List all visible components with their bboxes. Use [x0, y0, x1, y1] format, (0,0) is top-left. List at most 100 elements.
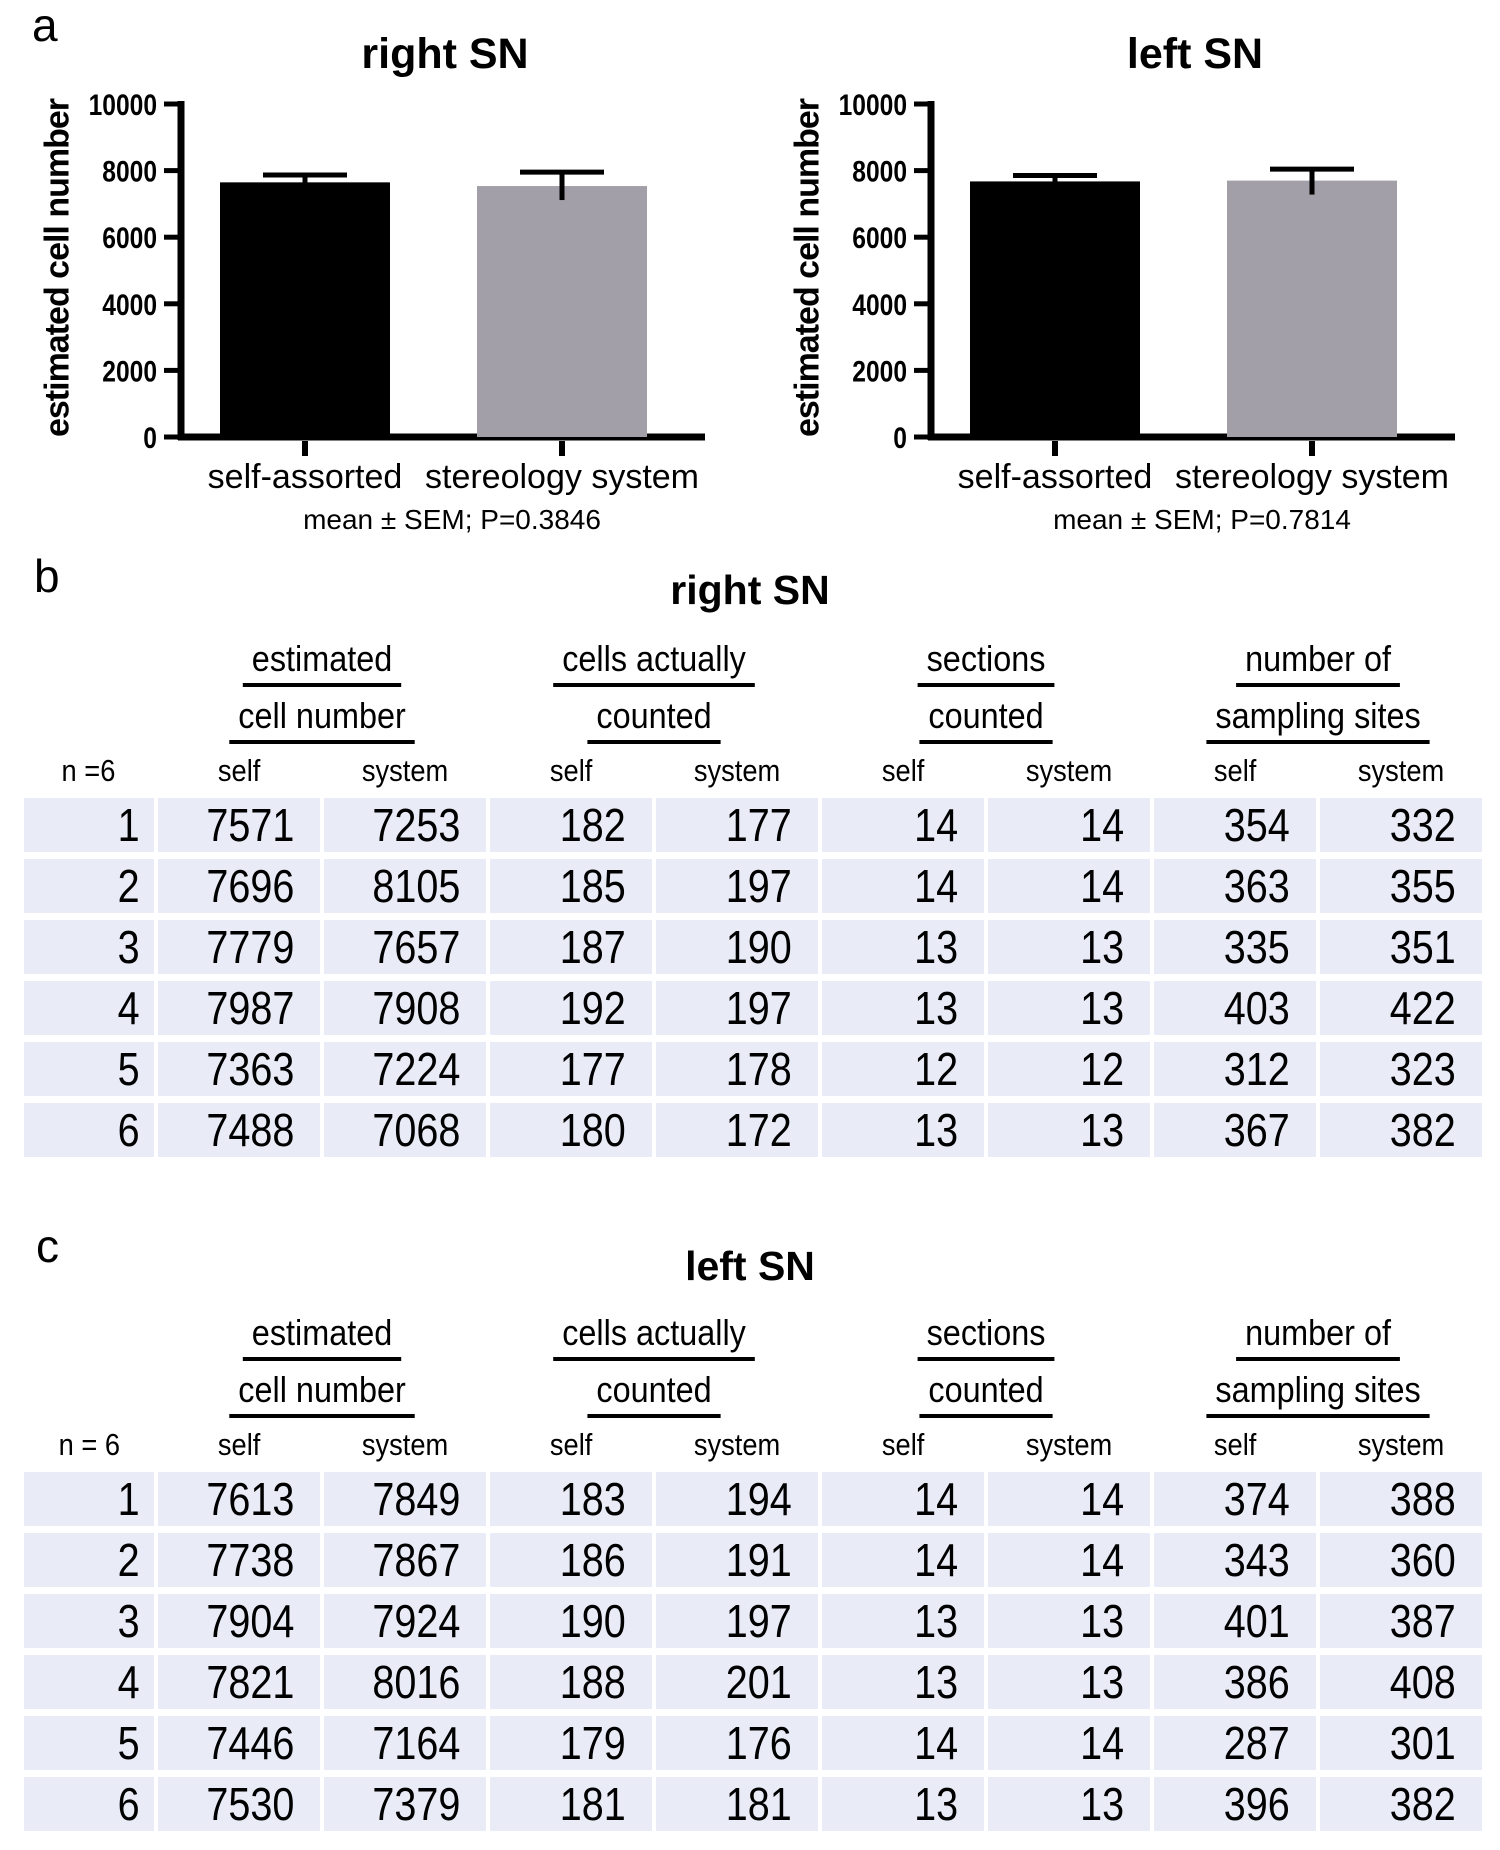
table-row: 5 7363 7224 177 178 12 12 312 323 [24, 1042, 1482, 1096]
value-cell: 201 [656, 1655, 818, 1709]
cell-value: 7908 [371, 982, 460, 1034]
cell-value: 7488 [205, 1104, 294, 1156]
cell-value: 2 [117, 860, 140, 912]
group-header-text: number of [1236, 1312, 1400, 1361]
cell-value: 178 [725, 1043, 792, 1095]
value-cell: 355 [1320, 859, 1482, 913]
cell-value: 323 [1389, 1043, 1456, 1095]
value-cell: 186 [490, 1533, 652, 1587]
value-cell: 7908 [324, 981, 486, 1035]
value-cell: 7821 [158, 1655, 320, 1709]
row-index-cell: 3 [24, 920, 154, 974]
value-cell: 386 [1154, 1655, 1316, 1709]
sub-header-cell: system [1320, 751, 1482, 791]
cell-value: 13 [913, 1656, 958, 1708]
cell-value: 14 [1079, 1534, 1124, 1586]
group-header-cell: counted [490, 694, 818, 744]
row-index-cell: 4 [24, 981, 154, 1035]
value-cell: 185 [490, 859, 652, 913]
value-cell: 7867 [324, 1533, 486, 1587]
value-cell: 172 [656, 1103, 818, 1157]
value-cell: 190 [490, 1594, 652, 1648]
value-cell: 183 [490, 1472, 652, 1526]
chart-title: left SN [1126, 30, 1264, 78]
value-cell: 14 [988, 798, 1150, 852]
cell-value: 14 [913, 1717, 958, 1769]
row-index-cell: 3 [24, 1594, 154, 1648]
table-row: 6 7488 7068 180 172 13 13 367 382 [24, 1103, 1482, 1157]
cell-value: 7696 [205, 860, 294, 912]
value-cell: 7738 [158, 1533, 320, 1587]
value-cell: 13 [822, 920, 984, 974]
cell-value: 403 [1223, 982, 1290, 1034]
cell-value: 7821 [205, 1656, 294, 1708]
bar-stereology-system [1227, 180, 1397, 437]
value-cell: 13 [988, 1655, 1150, 1709]
value-cell: 192 [490, 981, 652, 1035]
cell-value: 13 [913, 921, 958, 973]
sub-header-cell: self [490, 751, 652, 791]
cell-value: 3 [117, 921, 140, 973]
row-index-cell: 2 [24, 859, 154, 913]
value-cell: 181 [656, 1777, 818, 1831]
stats-note: mean ± SEM; P=0.7814 [1053, 504, 1351, 535]
group-header-cell: cells actually [490, 637, 818, 687]
cell-value: 181 [725, 1778, 792, 1830]
value-cell: 14 [988, 1716, 1150, 1770]
cell-value: 180 [559, 1104, 626, 1156]
cell-value: 6 [117, 1778, 140, 1830]
cell-value: 388 [1389, 1473, 1456, 1525]
cell-value: 13 [913, 1104, 958, 1156]
cell-value: 355 [1389, 860, 1456, 912]
cell-value: 8105 [371, 860, 460, 912]
cell-value: 13 [913, 1778, 958, 1830]
cell-value: 190 [559, 1595, 626, 1647]
value-cell: 14 [822, 1472, 984, 1526]
cell-value: 191 [725, 1534, 792, 1586]
sub-header-row: n =6 self system self system self system self sy… [24, 751, 1482, 791]
value-cell: 12 [822, 1042, 984, 1096]
table-title: right SN [670, 567, 830, 613]
y-tick-label: 2000 [102, 354, 157, 388]
group-header-text: sampling sites [1206, 1369, 1430, 1418]
value-cell: 197 [656, 859, 818, 913]
cell-value: 287 [1223, 1717, 1290, 1769]
row-index-cell: 4 [24, 1655, 154, 1709]
cell-value: 8016 [371, 1656, 460, 1708]
sub-header-text: self [1213, 753, 1257, 788]
table-row: 6 7530 7379 181 181 13 13 396 382 [24, 1777, 1482, 1831]
group-header-cell: sampling sites [1154, 1368, 1482, 1418]
cell-value: 360 [1389, 1534, 1456, 1586]
cell-value: 7613 [205, 1473, 294, 1525]
cell-value: 14 [1079, 1717, 1124, 1769]
cell-value: 363 [1223, 860, 1290, 912]
group-header-cell: sampling sites [1154, 694, 1482, 744]
value-cell: 301 [1320, 1716, 1482, 1770]
group-header-text: cells actually [553, 1312, 755, 1361]
value-cell: 374 [1154, 1472, 1316, 1526]
table-row: 1 7571 7253 182 177 14 14 354 332 [24, 798, 1482, 852]
bar-self-assorted [970, 181, 1140, 437]
sub-header-text: self [217, 753, 261, 788]
value-cell: 14 [988, 1533, 1150, 1587]
y-tick-label: 6000 [102, 221, 157, 255]
cell-value: 188 [559, 1656, 626, 1708]
cell-value: 197 [725, 982, 792, 1034]
value-cell: 7363 [158, 1042, 320, 1096]
cell-value: 14 [913, 799, 958, 851]
value-cell: 287 [1154, 1716, 1316, 1770]
cell-value: 7363 [205, 1043, 294, 1095]
cell-value: 14 [1079, 1473, 1124, 1525]
value-cell: 7446 [158, 1716, 320, 1770]
cell-value: 14 [913, 1473, 958, 1525]
y-tick-label: 2000 [852, 354, 907, 388]
value-cell: 8016 [324, 1655, 486, 1709]
group-header-cell: sections [822, 1311, 1150, 1361]
value-cell: 7253 [324, 798, 486, 852]
cell-value: 194 [725, 1473, 792, 1525]
group-header-cell: estimated [158, 637, 486, 687]
value-cell: 354 [1154, 798, 1316, 852]
row-index-cell: 6 [24, 1103, 154, 1157]
group-header-cell: sections [822, 637, 1150, 687]
bar-plot: 0 2000 4000 6000 8000 10000 [839, 88, 1455, 456]
